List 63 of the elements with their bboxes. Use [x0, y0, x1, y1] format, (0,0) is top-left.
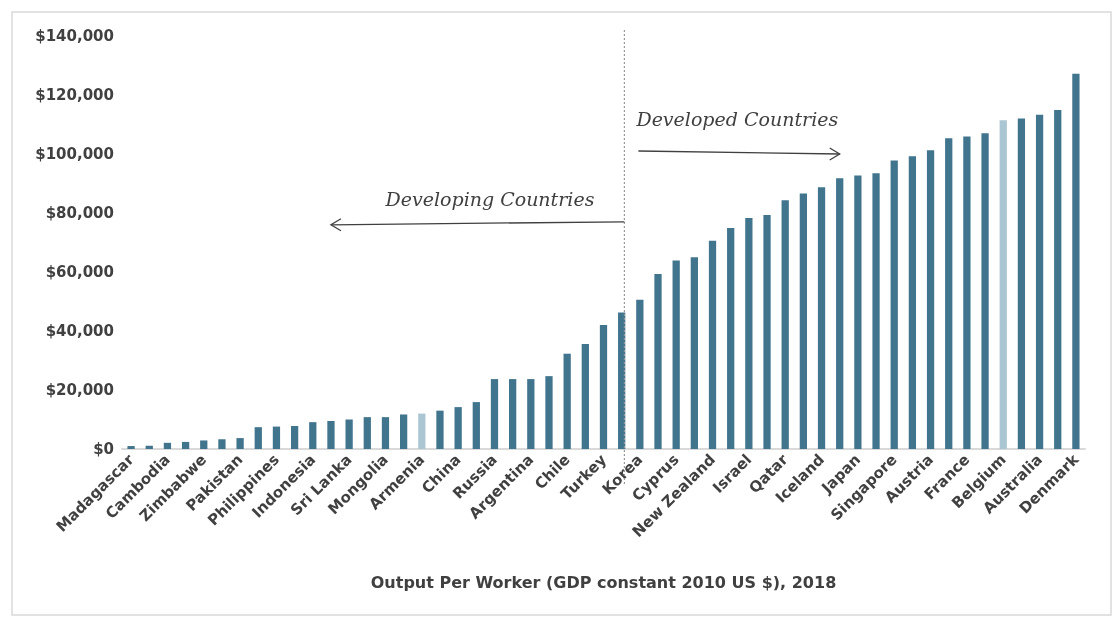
annotation: Developed Countries [635, 107, 839, 130]
bar [618, 312, 626, 449]
bar [363, 417, 371, 449]
bar [799, 193, 807, 449]
y-tick-label: $100,000 [35, 145, 114, 163]
bar [763, 215, 771, 449]
bar [545, 376, 553, 449]
bar [781, 200, 789, 449]
bar [708, 240, 717, 449]
bar [890, 160, 898, 449]
bar [509, 379, 517, 449]
bar [200, 440, 208, 449]
bar [1054, 110, 1062, 449]
bar [727, 228, 735, 449]
bar [690, 257, 698, 449]
bar [636, 299, 644, 449]
bar [254, 427, 262, 449]
bar [418, 413, 426, 449]
x-axis-title: Output Per Worker (GDP constant 2010 US $), 2018 [370, 572, 837, 592]
bar [599, 325, 608, 449]
bar [272, 426, 281, 449]
bar [381, 417, 390, 449]
y-tick-label: $20,000 [45, 381, 114, 399]
bar [400, 414, 408, 449]
bar [163, 442, 172, 449]
bar [872, 173, 880, 449]
bar [345, 419, 353, 449]
bar [926, 150, 935, 449]
annotation: Developing Countries [384, 188, 595, 211]
y-tick-label: $140,000 [35, 27, 114, 45]
bar [581, 343, 589, 449]
bar [236, 438, 244, 449]
bar [945, 138, 953, 449]
bar [654, 274, 662, 449]
bar [854, 175, 862, 449]
bar [563, 353, 571, 449]
bar [817, 187, 826, 449]
bar [836, 178, 844, 449]
bar [527, 379, 535, 449]
bar [327, 420, 335, 449]
bar [672, 260, 680, 449]
y-tick-label: $80,000 [45, 204, 114, 222]
bar [490, 379, 499, 449]
bar [963, 136, 971, 449]
bar [1072, 73, 1080, 449]
bar [127, 446, 135, 449]
bar [472, 402, 480, 449]
bar [436, 410, 444, 449]
bar [218, 439, 226, 449]
bar [908, 156, 917, 449]
bar [454, 407, 462, 449]
bar [290, 425, 299, 449]
bar [1017, 118, 1026, 449]
y-tick-label: $60,000 [45, 263, 114, 281]
bar [1035, 114, 1044, 449]
bar [981, 133, 989, 449]
bar [999, 120, 1007, 449]
y-tick-label: $120,000 [35, 86, 114, 104]
y-tick-label: $0 [93, 440, 114, 458]
bar [181, 441, 190, 449]
bar [745, 218, 753, 449]
bar [309, 422, 317, 449]
y-tick-label: $40,000 [45, 322, 114, 340]
